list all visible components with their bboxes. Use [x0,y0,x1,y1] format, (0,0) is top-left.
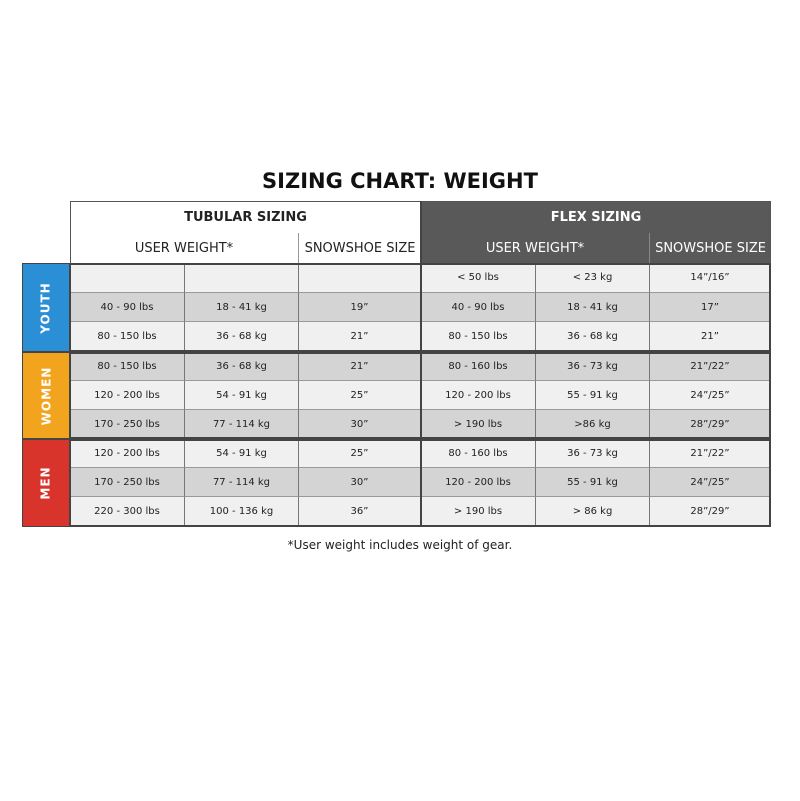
sub-header: USER WEIGHT* [70,233,299,263]
table-cell: 17” [650,293,771,322]
table-cell: 77 - 114 kg [185,410,299,439]
table-cell: > 190 lbs [421,410,536,439]
group-header-box [421,201,771,263]
title: SIZING CHART: WEIGHT [262,169,538,193]
table-cell: 170 - 250 lbs [70,410,185,439]
table-cell: 40 - 90 lbs [421,293,536,322]
table-cell: 170 - 250 lbs [70,468,185,497]
table-cell: 36 - 68 kg [536,322,650,352]
table-cell: 21” [650,322,771,352]
table-cell: 55 - 91 kg [536,381,650,410]
table-cell: 36 - 73 kg [536,352,650,381]
table-cell: 80 - 160 lbs [421,352,536,381]
table-cell: 21” [299,352,421,381]
table-cell: < 50 lbs [421,263,536,293]
table-cell: 77 - 114 kg [185,468,299,497]
table-cell: 25” [299,381,421,410]
table-cell: 30” [299,410,421,439]
label-text: MEN [39,466,53,500]
table-cell: 24”/25” [650,381,771,410]
table-cell [299,263,421,293]
category-label: YOUTH [22,263,70,352]
table-cell [70,263,185,293]
table-cell: 120 - 200 lbs [421,381,536,410]
table-cell: 80 - 150 lbs [70,322,185,352]
table-cell: 120 - 200 lbs [70,439,185,468]
table-cell: 25” [299,439,421,468]
table-cell: 120 - 200 lbs [70,381,185,410]
table-cell: 120 - 200 lbs [421,468,536,497]
table-cell: 28”/29” [650,497,771,527]
table-cell [185,263,299,293]
table-cell: 18 - 41 kg [185,293,299,322]
group-header-box [70,201,421,263]
table-cell: >86 kg [536,410,650,439]
table-cell: 21”/22” [650,439,771,468]
table-cell: 80 - 150 lbs [70,352,185,381]
group-divider [420,201,422,527]
table-cell: 220 - 300 lbs [70,497,185,527]
group-header: TUBULAR SIZING [184,209,307,225]
table-cell: 14”/16” [650,263,771,293]
sub-header: SNOWSHOE SIZE [655,240,766,256]
table-cell: 55 - 91 kg [536,468,650,497]
table-cell: > 86 kg [536,497,650,527]
table-cell: > 190 lbs [421,497,536,527]
category-label: WOMEN [22,352,70,439]
table-cell: 80 - 150 lbs [421,322,536,352]
table-cell: 100 - 136 kg [185,497,299,527]
table-cell: 54 - 91 kg [185,381,299,410]
table-cell: 21”/22” [650,352,771,381]
table-cell: 54 - 91 kg [185,439,299,468]
label-text: YOUTH [39,281,53,334]
table-cell: 36 - 73 kg [536,439,650,468]
table-cell: 80 - 160 lbs [421,439,536,468]
label-text: WOMEN [39,366,53,425]
table-cell: 18 - 41 kg [536,293,650,322]
group-header: FLEX SIZING [550,209,642,225]
table-cell: < 23 kg [536,263,650,293]
table-cell: 21” [299,322,421,352]
table-cell: 36 - 68 kg [185,352,299,381]
table-cell: 36 - 68 kg [185,322,299,352]
table-cell: 19” [299,293,421,322]
footnote: *User weight includes weight of gear. [287,538,513,552]
table-cell: 30” [299,468,421,497]
table-cell: 40 - 90 lbs [70,293,185,322]
table-cell: 28”/29” [650,410,771,439]
category-label: MEN [22,439,70,527]
sub-header: SNOWSHOE SIZE [304,240,416,256]
table-cell: 24”/25” [650,468,771,497]
sub-header: USER WEIGHT* [421,233,650,263]
table-cell: 36” [299,497,421,527]
